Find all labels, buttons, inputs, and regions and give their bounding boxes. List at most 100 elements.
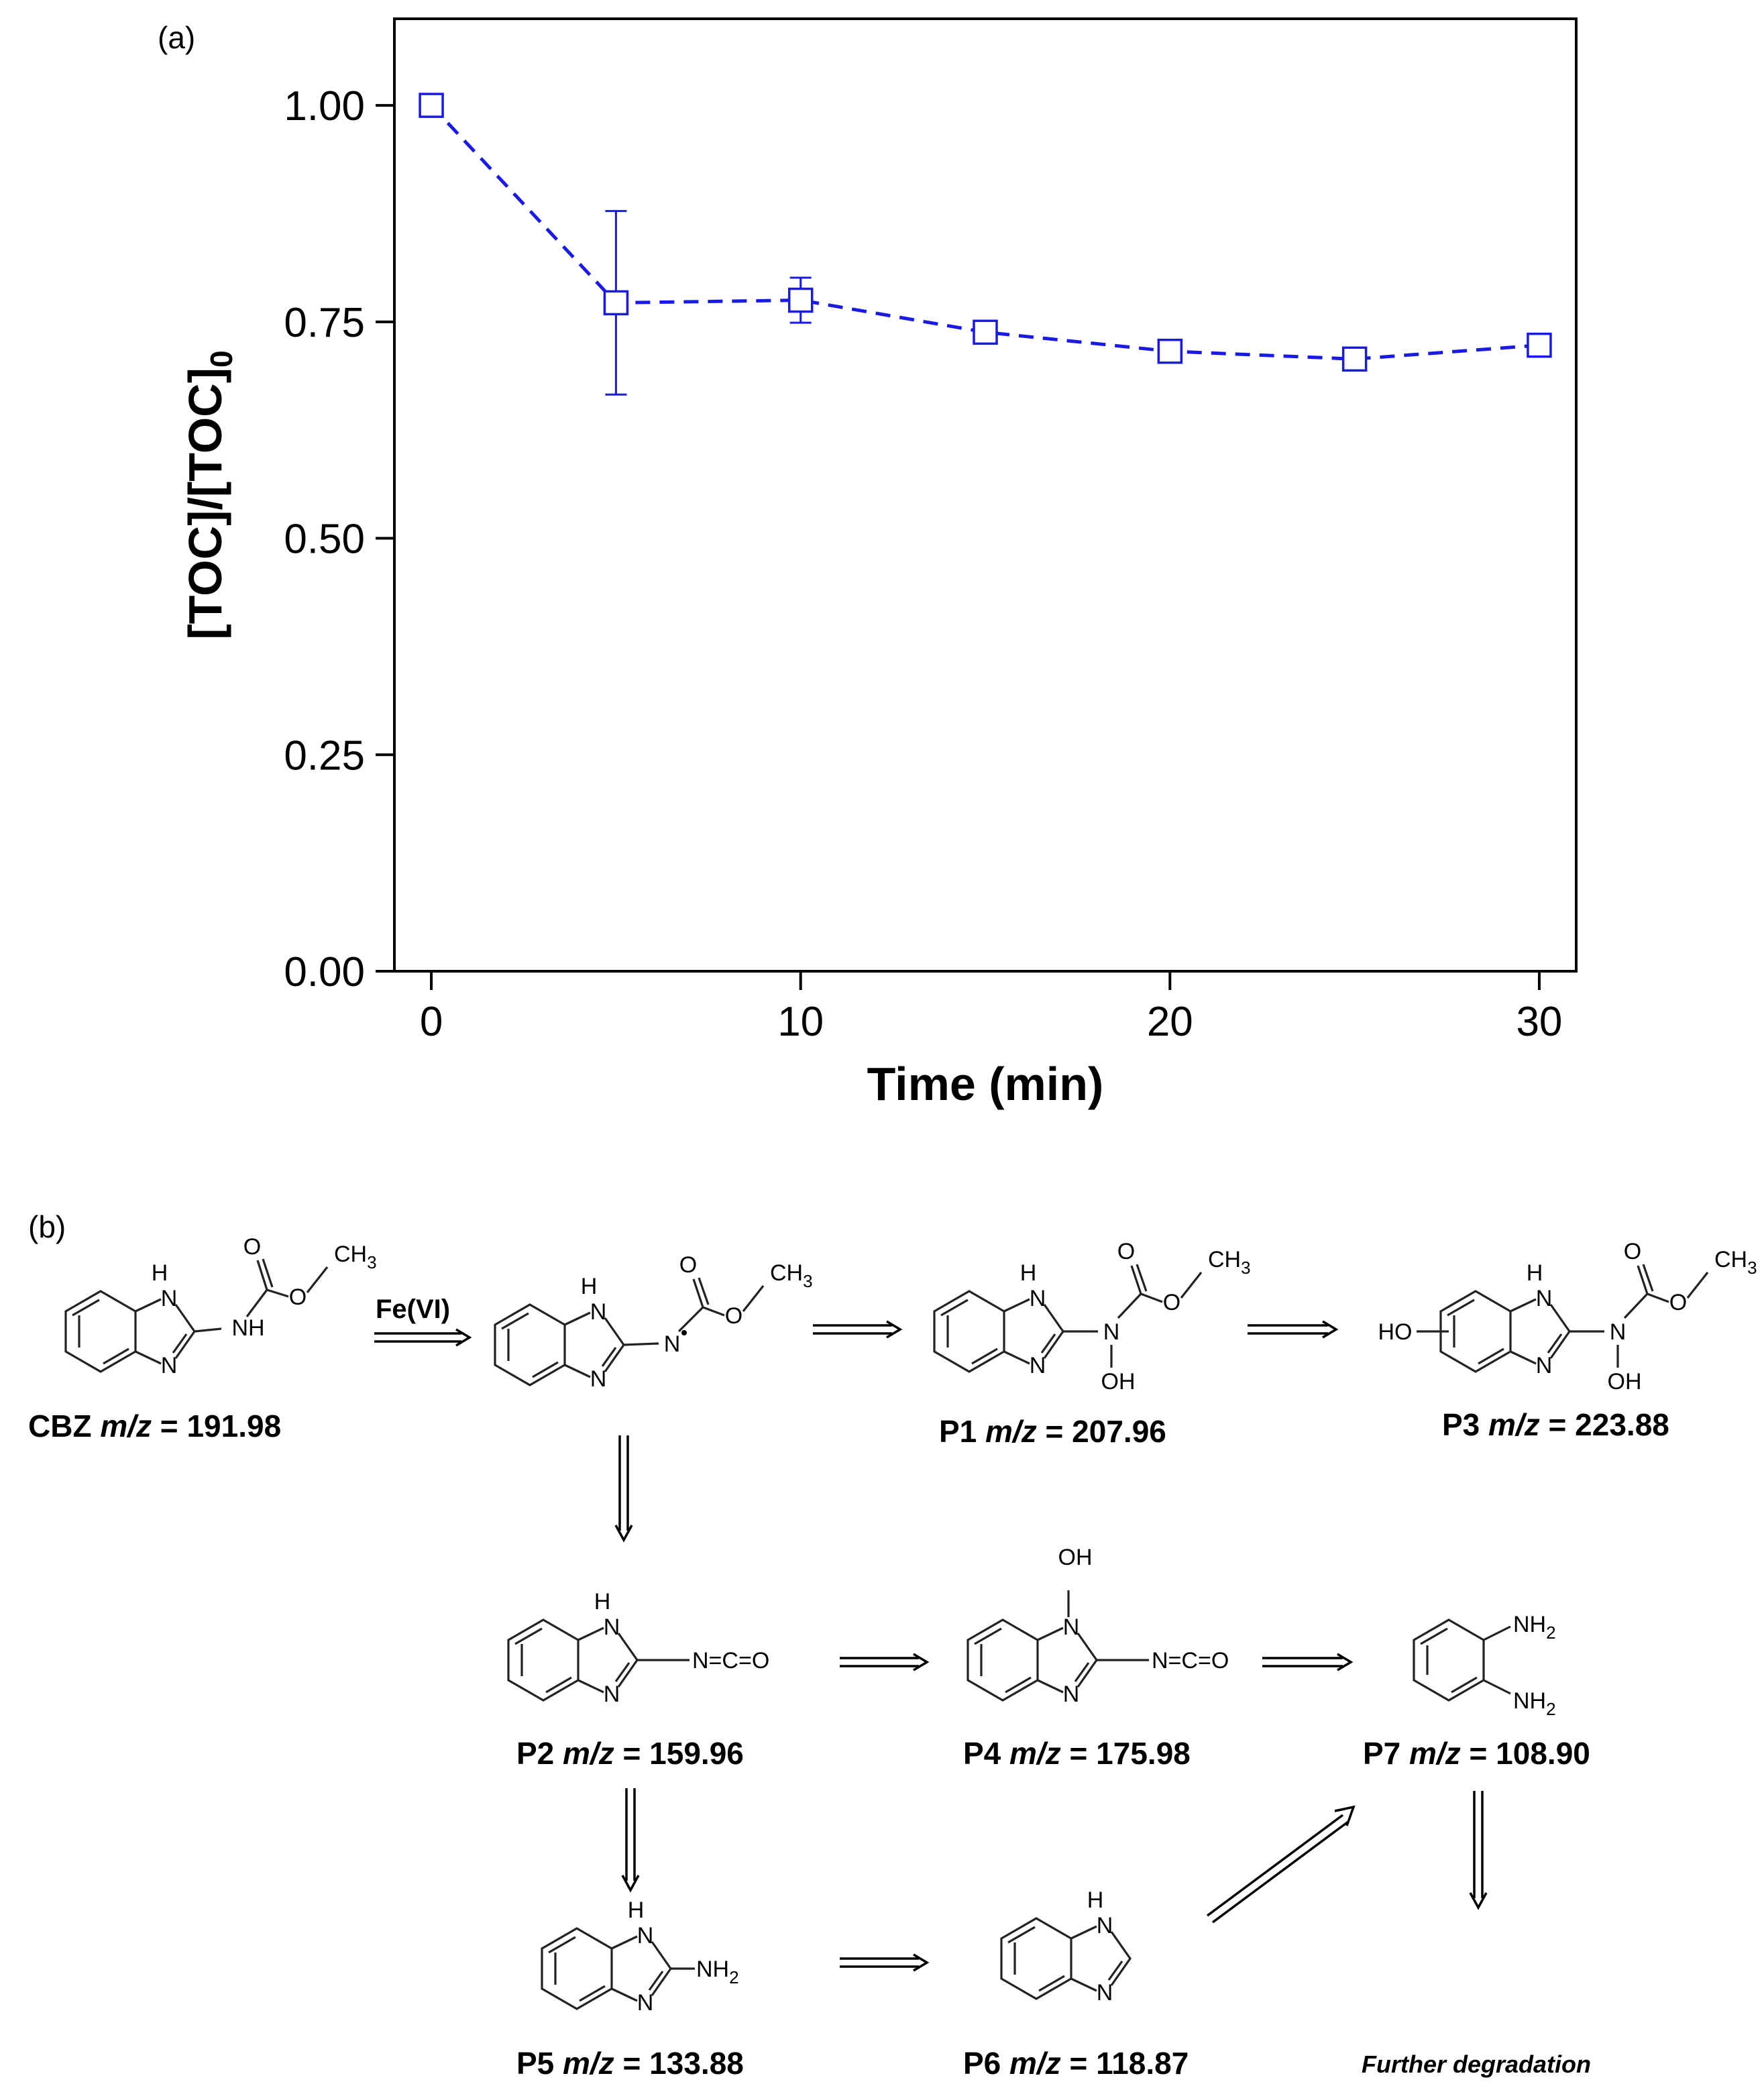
- svg-text:H: H: [152, 1260, 168, 1286]
- y-tick-label: 0.25: [284, 732, 365, 779]
- svg-text:N: N: [637, 1923, 654, 1948]
- svg-text:N: N: [590, 1366, 607, 1392]
- y-axis: 0.00 0.25 0.50 0.75 1.00: [284, 83, 394, 995]
- svg-text:N: N: [1063, 1682, 1080, 1707]
- svg-text:CH3: CH3: [1714, 1247, 1757, 1278]
- label-p4: P4 m/z = 175.98: [963, 1736, 1191, 1771]
- svg-text:N: N: [1536, 1286, 1553, 1311]
- svg-text:NH: NH: [231, 1315, 264, 1341]
- arrow-radical-to-p1: [813, 1320, 903, 1339]
- data-point: [1157, 338, 1183, 364]
- further-degradation-label: Further degradation: [1362, 2050, 1591, 2078]
- svg-text:CH3: CH3: [770, 1260, 813, 1291]
- data-point: [419, 93, 444, 118]
- y-tick-label: 0.50: [284, 516, 365, 563]
- svg-text:H: H: [628, 1898, 645, 1923]
- svg-text:HO: HO: [1378, 1319, 1413, 1345]
- svg-text:O: O: [679, 1252, 697, 1278]
- svg-text:O: O: [289, 1284, 307, 1310]
- svg-text:NH2: NH2: [1513, 1688, 1556, 1719]
- x-tick-label: 10: [777, 999, 824, 1045]
- svg-text:N: N: [1063, 1614, 1080, 1640]
- svg-text:H: H: [1087, 1887, 1104, 1913]
- svg-text:N: N: [161, 1353, 178, 1378]
- svg-text:N: N: [1030, 1353, 1046, 1378]
- svg-text:N: N: [1097, 1913, 1113, 1938]
- compound-p3: HO H N N N OH O O CH3: [1378, 1239, 1757, 1394]
- compound-p1: H N N N OH O O CH3: [933, 1239, 1251, 1394]
- svg-text:H: H: [1527, 1260, 1543, 1286]
- arrow-cbz-to-radical: [374, 1328, 472, 1347]
- label-p2: P2 m/z = 159.96: [516, 1736, 744, 1771]
- data-point: [973, 319, 998, 345]
- svg-text:NH2: NH2: [696, 1957, 739, 1987]
- arrow-p1-to-p3: [1248, 1320, 1339, 1339]
- panel-b-label: (b): [28, 1209, 66, 1244]
- svg-text:N: N: [604, 1614, 620, 1640]
- compound-cbz: H N N NH O O CH3: [64, 1234, 377, 1378]
- arrow-p2-to-p4: [840, 1653, 930, 1671]
- label-p3: P3 m/z = 223.88: [1442, 1407, 1669, 1442]
- svg-text:H: H: [594, 1589, 611, 1614]
- svg-text:O: O: [725, 1303, 742, 1329]
- svg-text:OH: OH: [1608, 1369, 1642, 1394]
- compound-p6: H N N: [1000, 1887, 1132, 2006]
- svg-text:O: O: [1624, 1239, 1641, 1264]
- data-point: [603, 290, 629, 316]
- toc-chart: 0.000.250.500.751.00 0 10 20 30 Time (min) …: [179, 17, 1578, 1110]
- x-tick-label: 30: [1516, 999, 1562, 1045]
- label-cbz: CBZ m/z = 191.98: [28, 1409, 281, 1443]
- x-tick-label: 0: [420, 999, 443, 1045]
- svg-text:N: N: [1097, 1980, 1113, 2006]
- svg-text:CH3: CH3: [1208, 1247, 1251, 1278]
- svg-text:O: O: [1163, 1290, 1180, 1315]
- compound-radical: H N N N O O CH3: [494, 1252, 813, 1392]
- arrow-p6-to-p7: [1206, 1805, 1356, 1924]
- svg-text:H: H: [1020, 1260, 1037, 1286]
- svg-text:O: O: [243, 1234, 261, 1260]
- y-tick-label: 0.75: [284, 300, 365, 346]
- y-tick-label: 1.00: [284, 83, 365, 129]
- data-point: [1341, 346, 1368, 372]
- series-layer: [419, 93, 1552, 396]
- reagent-label: Fe(VI): [376, 1295, 450, 1324]
- svg-text:N: N: [161, 1286, 178, 1311]
- label-p6: P6 m/z = 118.87: [963, 2046, 1189, 2081]
- svg-text:N: N: [1030, 1286, 1046, 1311]
- x-axis-title: Time (min): [867, 1058, 1104, 1110]
- label-p7: P7 m/z = 108.90: [1363, 1736, 1590, 1771]
- x-axis: 0 10 20 30: [420, 971, 1562, 1045]
- svg-text:N: N: [604, 1682, 620, 1707]
- svg-text:O: O: [1669, 1290, 1687, 1315]
- compound-p2: H N N N=C=O: [507, 1589, 769, 1707]
- svg-text:O: O: [1117, 1239, 1135, 1264]
- compound-p5: H N N NH2: [541, 1898, 739, 2016]
- y-axis-title: [TOC]/[TOC]0: [179, 350, 239, 639]
- svg-text:N=C=O: N=C=O: [692, 1648, 769, 1673]
- arrow-p2-to-p5: [621, 1788, 640, 1893]
- svg-text:N=C=O: N=C=O: [1152, 1648, 1229, 1673]
- svg-text:CH3: CH3: [334, 1242, 377, 1272]
- svg-text:N: N: [1103, 1319, 1120, 1345]
- svg-text:NH2: NH2: [1513, 1612, 1556, 1643]
- svg-text:N: N: [1610, 1319, 1627, 1345]
- arrow-p7-to-further: [1469, 1791, 1488, 1910]
- plot-frame: [393, 17, 1578, 973]
- compound-p7: NH2 NH2: [1413, 1612, 1556, 1719]
- arrow-p4-to-p7: [1262, 1653, 1354, 1671]
- svg-text:N: N: [590, 1299, 607, 1325]
- compound-p4: OH N N N=C=O: [967, 1545, 1229, 1707]
- label-p1: P1 m/z = 207.96: [939, 1414, 1166, 1449]
- svg-text:H: H: [581, 1274, 598, 1299]
- arrow-radical-to-p2: [614, 1435, 633, 1543]
- svg-text:N: N: [664, 1331, 681, 1357]
- label-p5: P5 m/z = 133.88: [516, 2046, 744, 2081]
- data-point: [1527, 332, 1552, 358]
- x-tick-label: 20: [1147, 999, 1193, 1045]
- data-point: [787, 287, 814, 313]
- svg-text:OH: OH: [1101, 1369, 1136, 1394]
- arrow-p5-to-p6: [840, 1953, 930, 1972]
- panel-a-label: (a): [158, 20, 195, 55]
- y-tick-label: 0.00: [284, 949, 365, 995]
